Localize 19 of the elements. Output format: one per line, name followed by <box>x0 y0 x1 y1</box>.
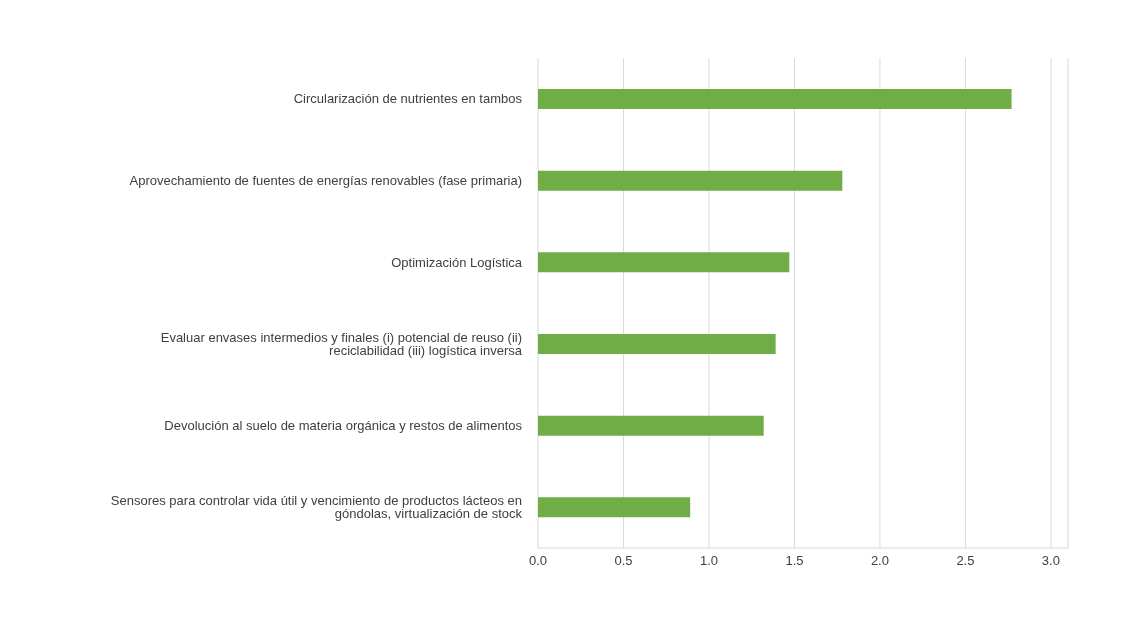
y-tick-label: Sensores para controlar vida útil y vencimiento de productos lácteos en góndolas, virtualización de stock <box>110 493 523 522</box>
x-tick-label: 1.5 <box>785 553 804 569</box>
x-tick-label: 1.0 <box>699 553 719 569</box>
x-tick-label: 0.5 <box>614 553 633 569</box>
bar <box>538 415 764 436</box>
bar <box>538 252 790 273</box>
y-tick-label: Optimización Logística <box>391 254 523 270</box>
bar <box>538 170 843 191</box>
bar <box>538 89 1012 110</box>
y-tick-label: Devolución al suelo de materia orgánica y restos de alimentos <box>164 418 523 434</box>
y-tick-label: Aprovechamiento de fuentes de energías renovables (fase primaria) <box>129 173 522 189</box>
y-tick-label: Circularización de nutrientes en tambos <box>293 91 523 107</box>
bar <box>538 497 691 518</box>
x-tick-label: 2.5 <box>956 553 975 569</box>
bar <box>538 334 776 355</box>
x-tick-label: 2.0 <box>870 553 889 569</box>
y-tick-label: Evaluar envases intermedios y finales (i) potencial de reuso (ii) reciclabilidad (iii) logística inversa <box>160 329 523 358</box>
x-tick-label: 0.0 <box>528 553 548 569</box>
x-tick-label: 3.0 <box>1041 553 1060 569</box>
